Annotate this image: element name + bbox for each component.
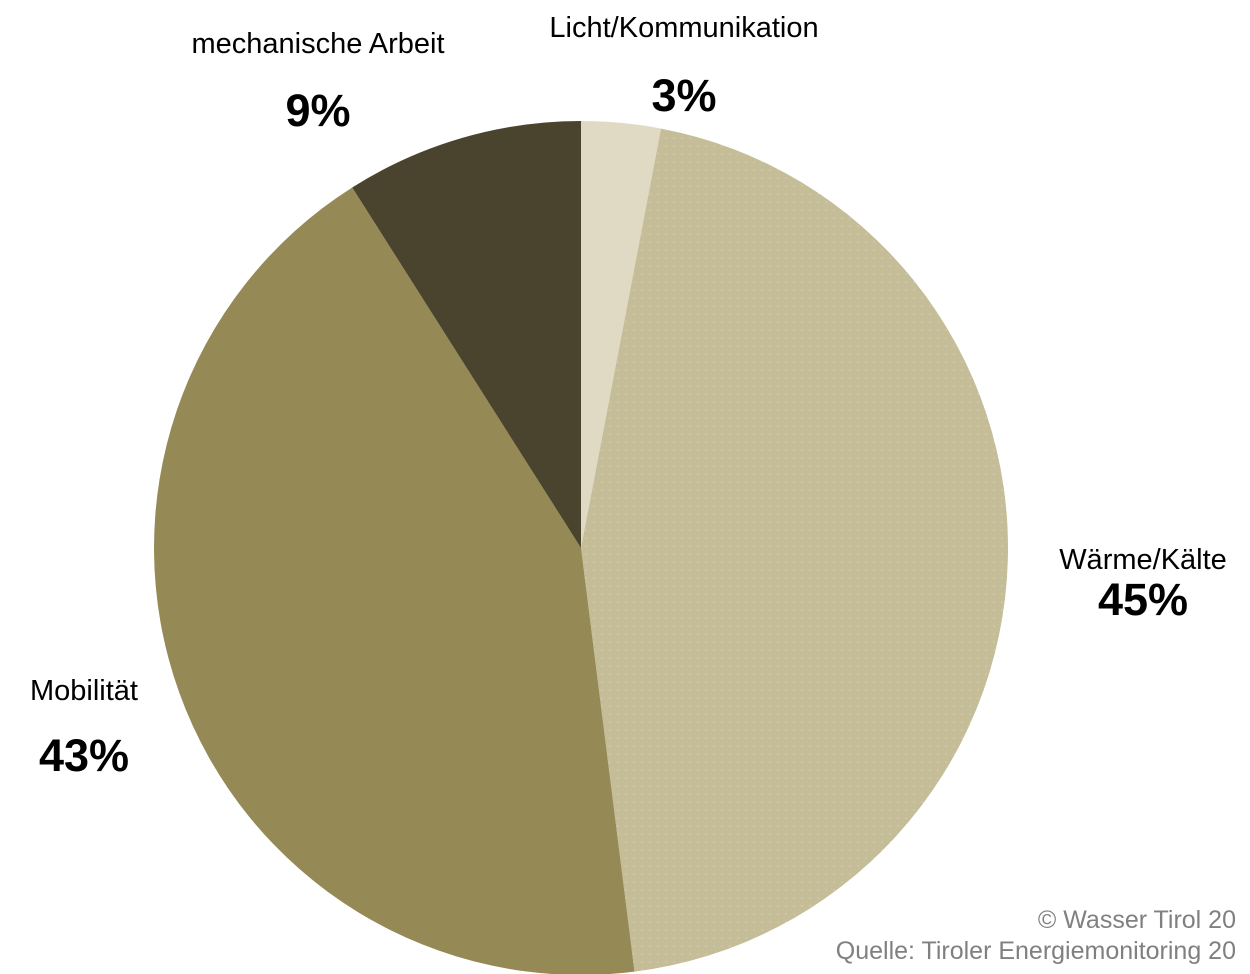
slice-value-licht-kommunikation: 3%	[651, 70, 716, 121]
pie-slice-licht-kommunikation	[581, 121, 662, 548]
pie-slice-texture	[581, 128, 1008, 972]
slice-label-waerme-kaelte: Wärme/Kälte	[1059, 544, 1227, 576]
slice-value-mechanische-arbeit: 9%	[285, 85, 350, 136]
copyright-text: © Wasser Tirol 20	[1037, 906, 1236, 934]
source-text: Quelle: Tiroler Energiemonitoring 20	[835, 937, 1236, 965]
slice-value-waerme-kaelte: 45%	[1098, 574, 1188, 625]
slice-value-mobilitaet: 43%	[39, 730, 129, 781]
slice-label-mobilitaet: Mobilität	[30, 675, 138, 707]
pie-slices	[154, 121, 1008, 974]
pie-slice-mobilitaet	[154, 187, 635, 974]
slice-label-licht-kommunikation: Licht/Kommunikation	[549, 12, 818, 44]
pie-slice-mechanische-arbeit	[352, 121, 581, 548]
slice-label-mechanische-arbeit: mechanische Arbeit	[191, 28, 444, 60]
